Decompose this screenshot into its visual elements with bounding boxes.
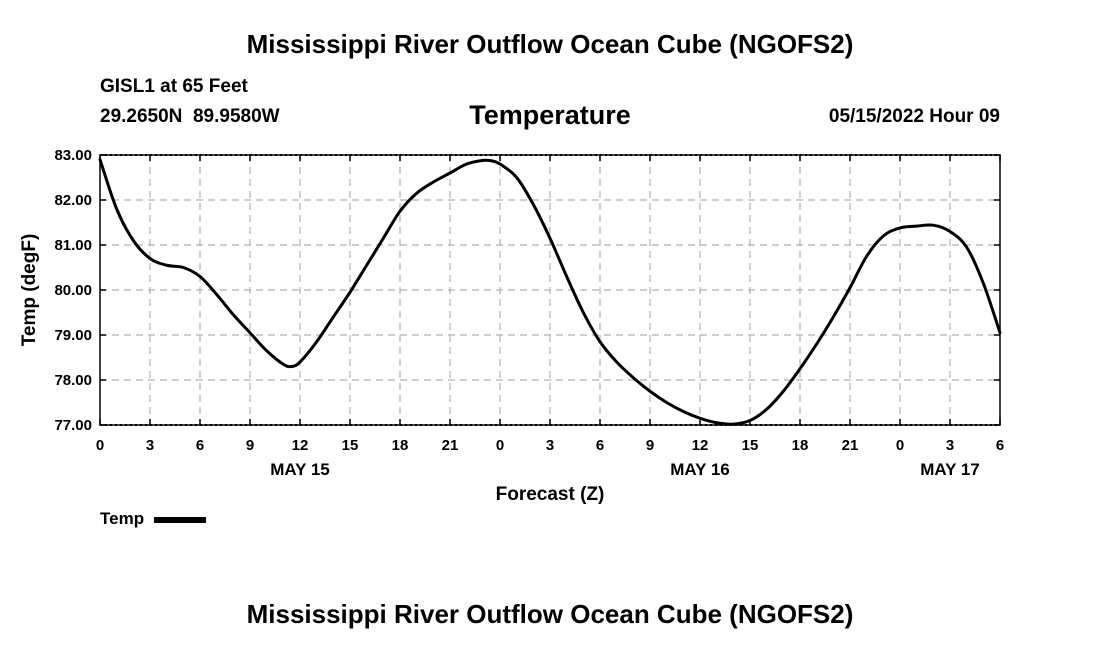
chart-main-title-repeat: Mississippi River Outflow Ocean Cube (NG…: [246, 599, 854, 629]
y-tick-label: 77.00: [54, 417, 92, 434]
x-tick-label: 9: [646, 437, 654, 454]
x-tick-label: 6: [596, 437, 604, 454]
x-tick-label: 12: [692, 437, 709, 454]
x-tick-label: 3: [546, 437, 554, 454]
x-tick-label: 0: [496, 437, 504, 454]
x-tick-label: 0: [96, 437, 104, 454]
x-tick-label: 0: [896, 437, 904, 454]
x-tick-label: 3: [146, 437, 154, 454]
x-tick-label: 15: [342, 437, 359, 454]
date-label: MAY 17: [920, 460, 980, 479]
axis-ticks: [99, 154, 1001, 426]
legend: Temp: [100, 509, 207, 529]
y-axis-label: Temp (degF): [19, 234, 40, 347]
y-tick-label: 80.00: [54, 282, 92, 299]
date-label: MAY 16: [670, 460, 730, 479]
x-tick-label: 9: [246, 437, 254, 454]
x-tick-label: 6: [196, 437, 204, 454]
x-tick-label: 6: [996, 437, 1004, 454]
y-tick-label: 82.00: [54, 192, 92, 209]
y-tick-label: 79.00: [54, 327, 92, 344]
x-tick-label: 18: [392, 437, 409, 454]
chart-main-title: Mississippi River Outflow Ocean Cube (NG…: [246, 29, 854, 59]
forecast-datestamp: 05/15/2022 Hour 09: [828, 106, 1000, 127]
x-tick-label: 12: [292, 437, 309, 454]
date-label: MAY 15: [270, 460, 330, 479]
x-tick-label: 21: [442, 437, 459, 454]
x-tick-label: 21: [842, 437, 859, 454]
y-tick-label: 78.00: [54, 372, 92, 389]
grid: [100, 155, 1000, 425]
x-tick-label: 15: [742, 437, 759, 454]
chart-subtitle: Temperature: [469, 100, 631, 130]
y-tick-label: 81.00: [54, 237, 92, 254]
station-coordinates: 29.2650N 89.9580W: [100, 106, 280, 127]
station-label: GISL1 at 65 Feet: [100, 76, 248, 97]
axis-labels: 0 3 6 9 12 15 18 21 0 3 6 9 12 15 18 21 0 3 6 77.00 78.00 79.…: [54, 147, 1004, 479]
x-axis-label: Forecast (Z): [496, 484, 605, 505]
legend-swatch: [154, 517, 207, 523]
x-tick-label: 18: [792, 437, 809, 454]
temp-series-line: [98, 158, 1002, 426]
y-tick-label: 83.00: [54, 147, 92, 164]
x-tick-label: 3: [946, 437, 954, 454]
legend-label: Temp: [100, 509, 145, 528]
